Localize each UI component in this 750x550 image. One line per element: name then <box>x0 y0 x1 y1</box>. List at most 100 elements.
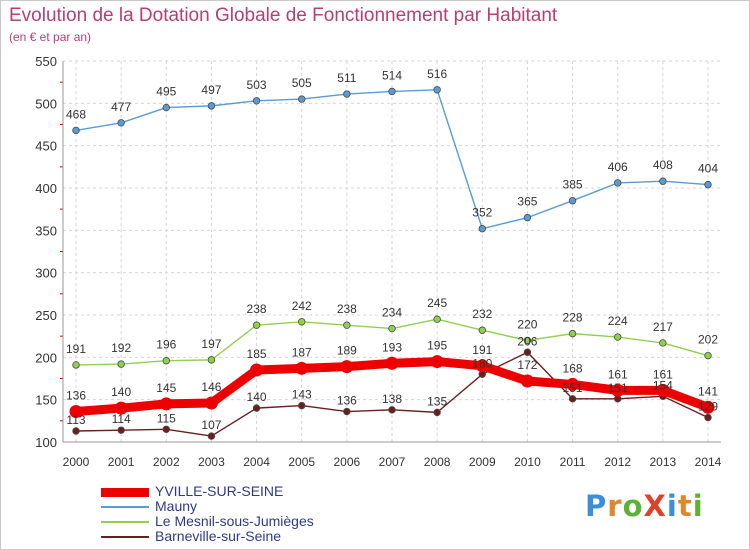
logo-letter: i <box>666 489 678 523</box>
x-tick-label: 2007 <box>379 455 406 469</box>
logo-letter: t <box>677 489 693 523</box>
x-tick-label: 2002 <box>153 455 180 469</box>
data-label: 191 <box>66 342 86 356</box>
x-tick-label: 2010 <box>514 455 541 469</box>
data-point <box>656 383 670 397</box>
data-point <box>343 321 351 329</box>
data-point <box>162 425 170 433</box>
data-label: 187 <box>292 345 312 359</box>
legend-label: Mauny <box>155 498 198 514</box>
data-point <box>611 383 625 397</box>
x-tick-label: 2011 <box>560 455 586 469</box>
data-label: 196 <box>156 338 176 352</box>
data-point <box>343 90 351 98</box>
logo-letter: r <box>607 489 623 523</box>
data-label: 145 <box>156 381 176 395</box>
data-point <box>250 363 264 377</box>
data-label: 185 <box>247 347 267 361</box>
chart-title: Evolution de la Dotation Globale de Fonc… <box>9 5 558 26</box>
data-label: 220 <box>517 317 537 331</box>
data-label: 115 <box>157 411 176 425</box>
data-point <box>162 357 170 365</box>
data-point <box>295 361 309 375</box>
data-point <box>614 179 622 187</box>
proxiti-logo: ProXiti <box>585 489 704 523</box>
data-label: 135 <box>427 394 447 408</box>
data-point <box>388 324 396 333</box>
y-tick-label: 350 <box>35 223 57 238</box>
data-point <box>568 329 577 338</box>
logo-letter: i <box>692 489 704 523</box>
data-point <box>523 348 532 356</box>
data-point <box>568 196 577 205</box>
data-point <box>388 406 396 414</box>
data-label: 228 <box>563 311 583 325</box>
data-label: 140 <box>247 390 267 404</box>
x-tick-label: 2009 <box>469 455 496 469</box>
data-point <box>566 377 580 391</box>
data-point <box>207 102 216 110</box>
data-label: 151 <box>563 381 583 395</box>
data-label: 195 <box>427 339 447 353</box>
y-tick-label: 550 <box>35 54 57 69</box>
data-label: 503 <box>247 78 267 92</box>
data-label: 113 <box>66 413 85 427</box>
data-label: 146 <box>201 380 221 394</box>
data-label: 136 <box>337 394 357 408</box>
legend-swatch <box>101 536 149 538</box>
data-point <box>117 119 125 127</box>
data-label: 238 <box>247 302 267 316</box>
data-point <box>117 426 125 434</box>
data-point <box>385 356 399 370</box>
data-label: 136 <box>66 389 86 403</box>
legend-label: Barneville-sur-Seine <box>155 528 282 544</box>
data-label: 385 <box>563 178 583 192</box>
data-label: 191 <box>472 343 492 357</box>
data-point <box>614 333 622 341</box>
data-label: 477 <box>111 100 131 114</box>
x-tick-label: 2003 <box>198 455 225 469</box>
data-point <box>659 177 667 185</box>
data-point <box>704 351 712 360</box>
data-point <box>433 408 441 417</box>
data-point <box>117 360 125 368</box>
x-tick-label: 2008 <box>424 455 451 469</box>
data-point <box>478 326 486 334</box>
data-point <box>475 359 489 373</box>
y-tick-label: 200 <box>35 350 57 365</box>
data-point <box>72 361 80 369</box>
data-point <box>69 405 83 419</box>
data-label: 232 <box>472 307 492 321</box>
legend-swatch <box>101 487 149 497</box>
data-label: 495 <box>156 85 176 99</box>
x-tick-label: 2005 <box>288 455 315 469</box>
data-point <box>433 315 441 323</box>
logo-letter: P <box>585 489 608 523</box>
data-point <box>252 321 261 329</box>
data-label: 206 <box>517 334 537 348</box>
data-label: 114 <box>112 412 131 426</box>
x-tick-label: 2004 <box>243 455 270 469</box>
data-point <box>430 355 444 369</box>
data-label: 217 <box>653 320 673 334</box>
data-point <box>204 396 218 410</box>
data-point <box>298 401 306 410</box>
y-tick-label: 450 <box>35 139 57 154</box>
data-label: 516 <box>427 67 447 81</box>
y-tick-label: 100 <box>35 435 57 450</box>
data-point <box>207 356 216 364</box>
x-tick-label: 2001 <box>108 455 135 469</box>
data-point <box>523 213 532 222</box>
x-tick-label: 2006 <box>334 455 361 469</box>
data-point <box>252 404 261 412</box>
data-label: 197 <box>201 337 221 351</box>
data-point <box>298 318 306 326</box>
data-label: 154 <box>653 378 673 392</box>
data-label: 143 <box>292 388 312 402</box>
data-label: 129 <box>698 399 718 413</box>
data-point <box>388 87 396 96</box>
data-label: 140 <box>111 385 131 399</box>
legend-swatch <box>101 506 149 508</box>
